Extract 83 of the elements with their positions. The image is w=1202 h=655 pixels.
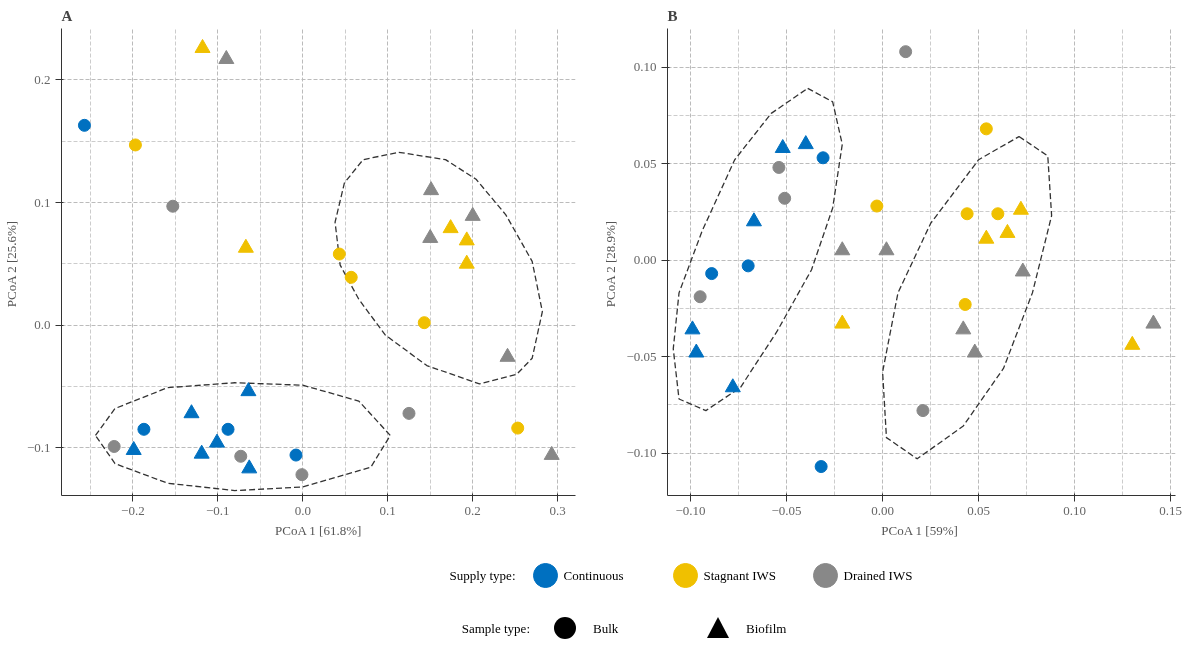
point	[237, 238, 254, 253]
point	[241, 459, 258, 474]
x-axis-title: PCoA 1 [61.8%]	[274, 522, 362, 538]
point	[234, 449, 248, 463]
x-tick-label: 0.1	[379, 502, 396, 518]
y-tick-label: −0.05	[626, 348, 657, 364]
point	[688, 343, 705, 358]
x-tick-label: −0.10	[675, 502, 706, 518]
point	[295, 468, 309, 482]
point	[1014, 262, 1031, 277]
y-tick-label: 0.1	[34, 194, 51, 210]
legend-title: Supply type:	[449, 568, 516, 583]
point	[899, 45, 913, 59]
point	[966, 343, 983, 358]
text: Bulk	[593, 620, 619, 638]
point	[128, 138, 142, 152]
point	[778, 191, 792, 205]
point	[741, 259, 755, 273]
y-tick-label: 0.00	[633, 252, 657, 268]
chart-title: B	[667, 7, 678, 24]
point	[693, 290, 707, 304]
point	[193, 444, 210, 459]
x-tick-label: −0.2	[121, 502, 145, 518]
y-tick-label: 0.05	[633, 155, 657, 171]
y-axis-title: PCoA 2 [25.6%]	[3, 220, 19, 308]
text: Biofilm	[746, 620, 787, 638]
point	[166, 199, 180, 213]
point	[137, 422, 151, 436]
point	[1145, 314, 1162, 329]
x-tick-label: 0.10	[1063, 502, 1087, 518]
point	[797, 135, 814, 150]
y-tick-label: −0.10	[626, 445, 657, 461]
x-tick-label: 0.3	[549, 502, 566, 518]
point	[218, 49, 235, 64]
point	[511, 421, 525, 435]
x-axis-title: PCoA 1 [59%]	[881, 522, 958, 538]
y-axis-title: PCoA 2 [28.9%]	[603, 220, 619, 308]
point	[724, 378, 741, 393]
point	[870, 199, 884, 213]
y-tick-label: 0.0	[34, 317, 51, 333]
x-tick-label: 0.15	[1159, 502, 1183, 518]
point	[221, 422, 235, 436]
point	[402, 406, 416, 420]
x-tick-label: 0.00	[871, 502, 894, 518]
point	[289, 448, 303, 462]
point	[705, 267, 719, 281]
point	[834, 314, 851, 329]
point	[999, 223, 1016, 238]
y-tick-label: 0.2	[34, 71, 51, 87]
x-tick-label: 0.2	[464, 502, 481, 518]
point	[878, 241, 895, 256]
chart-title: A	[61, 7, 73, 24]
y-tick-label: 0.10	[633, 59, 657, 75]
point	[955, 320, 972, 335]
point	[834, 241, 851, 256]
point	[1012, 200, 1029, 215]
point	[107, 439, 121, 453]
point	[960, 207, 974, 221]
x-tick-label: −0.05	[771, 502, 802, 518]
point	[978, 229, 995, 244]
point	[1124, 335, 1141, 350]
legend-label: Continuous	[563, 568, 624, 583]
point	[125, 440, 142, 455]
point	[816, 151, 830, 165]
point	[543, 445, 560, 460]
point	[240, 382, 257, 397]
point	[194, 38, 211, 53]
legend-label: Stagnant IWS	[703, 568, 777, 583]
y-tick-label: −0.1	[26, 439, 51, 455]
point	[958, 297, 972, 311]
point	[208, 433, 225, 448]
point	[183, 404, 200, 419]
point	[772, 160, 786, 174]
x-tick-label: 0.05	[967, 502, 991, 518]
point	[745, 212, 762, 227]
legend-label: Drained IWS	[843, 568, 913, 583]
x-tick-label: −0.1	[206, 502, 230, 518]
point	[979, 122, 993, 136]
x-tick-label: 0.0	[294, 502, 311, 518]
text: Sample type:	[461, 620, 530, 638]
point	[684, 320, 701, 335]
point	[991, 207, 1005, 221]
point	[77, 118, 91, 132]
